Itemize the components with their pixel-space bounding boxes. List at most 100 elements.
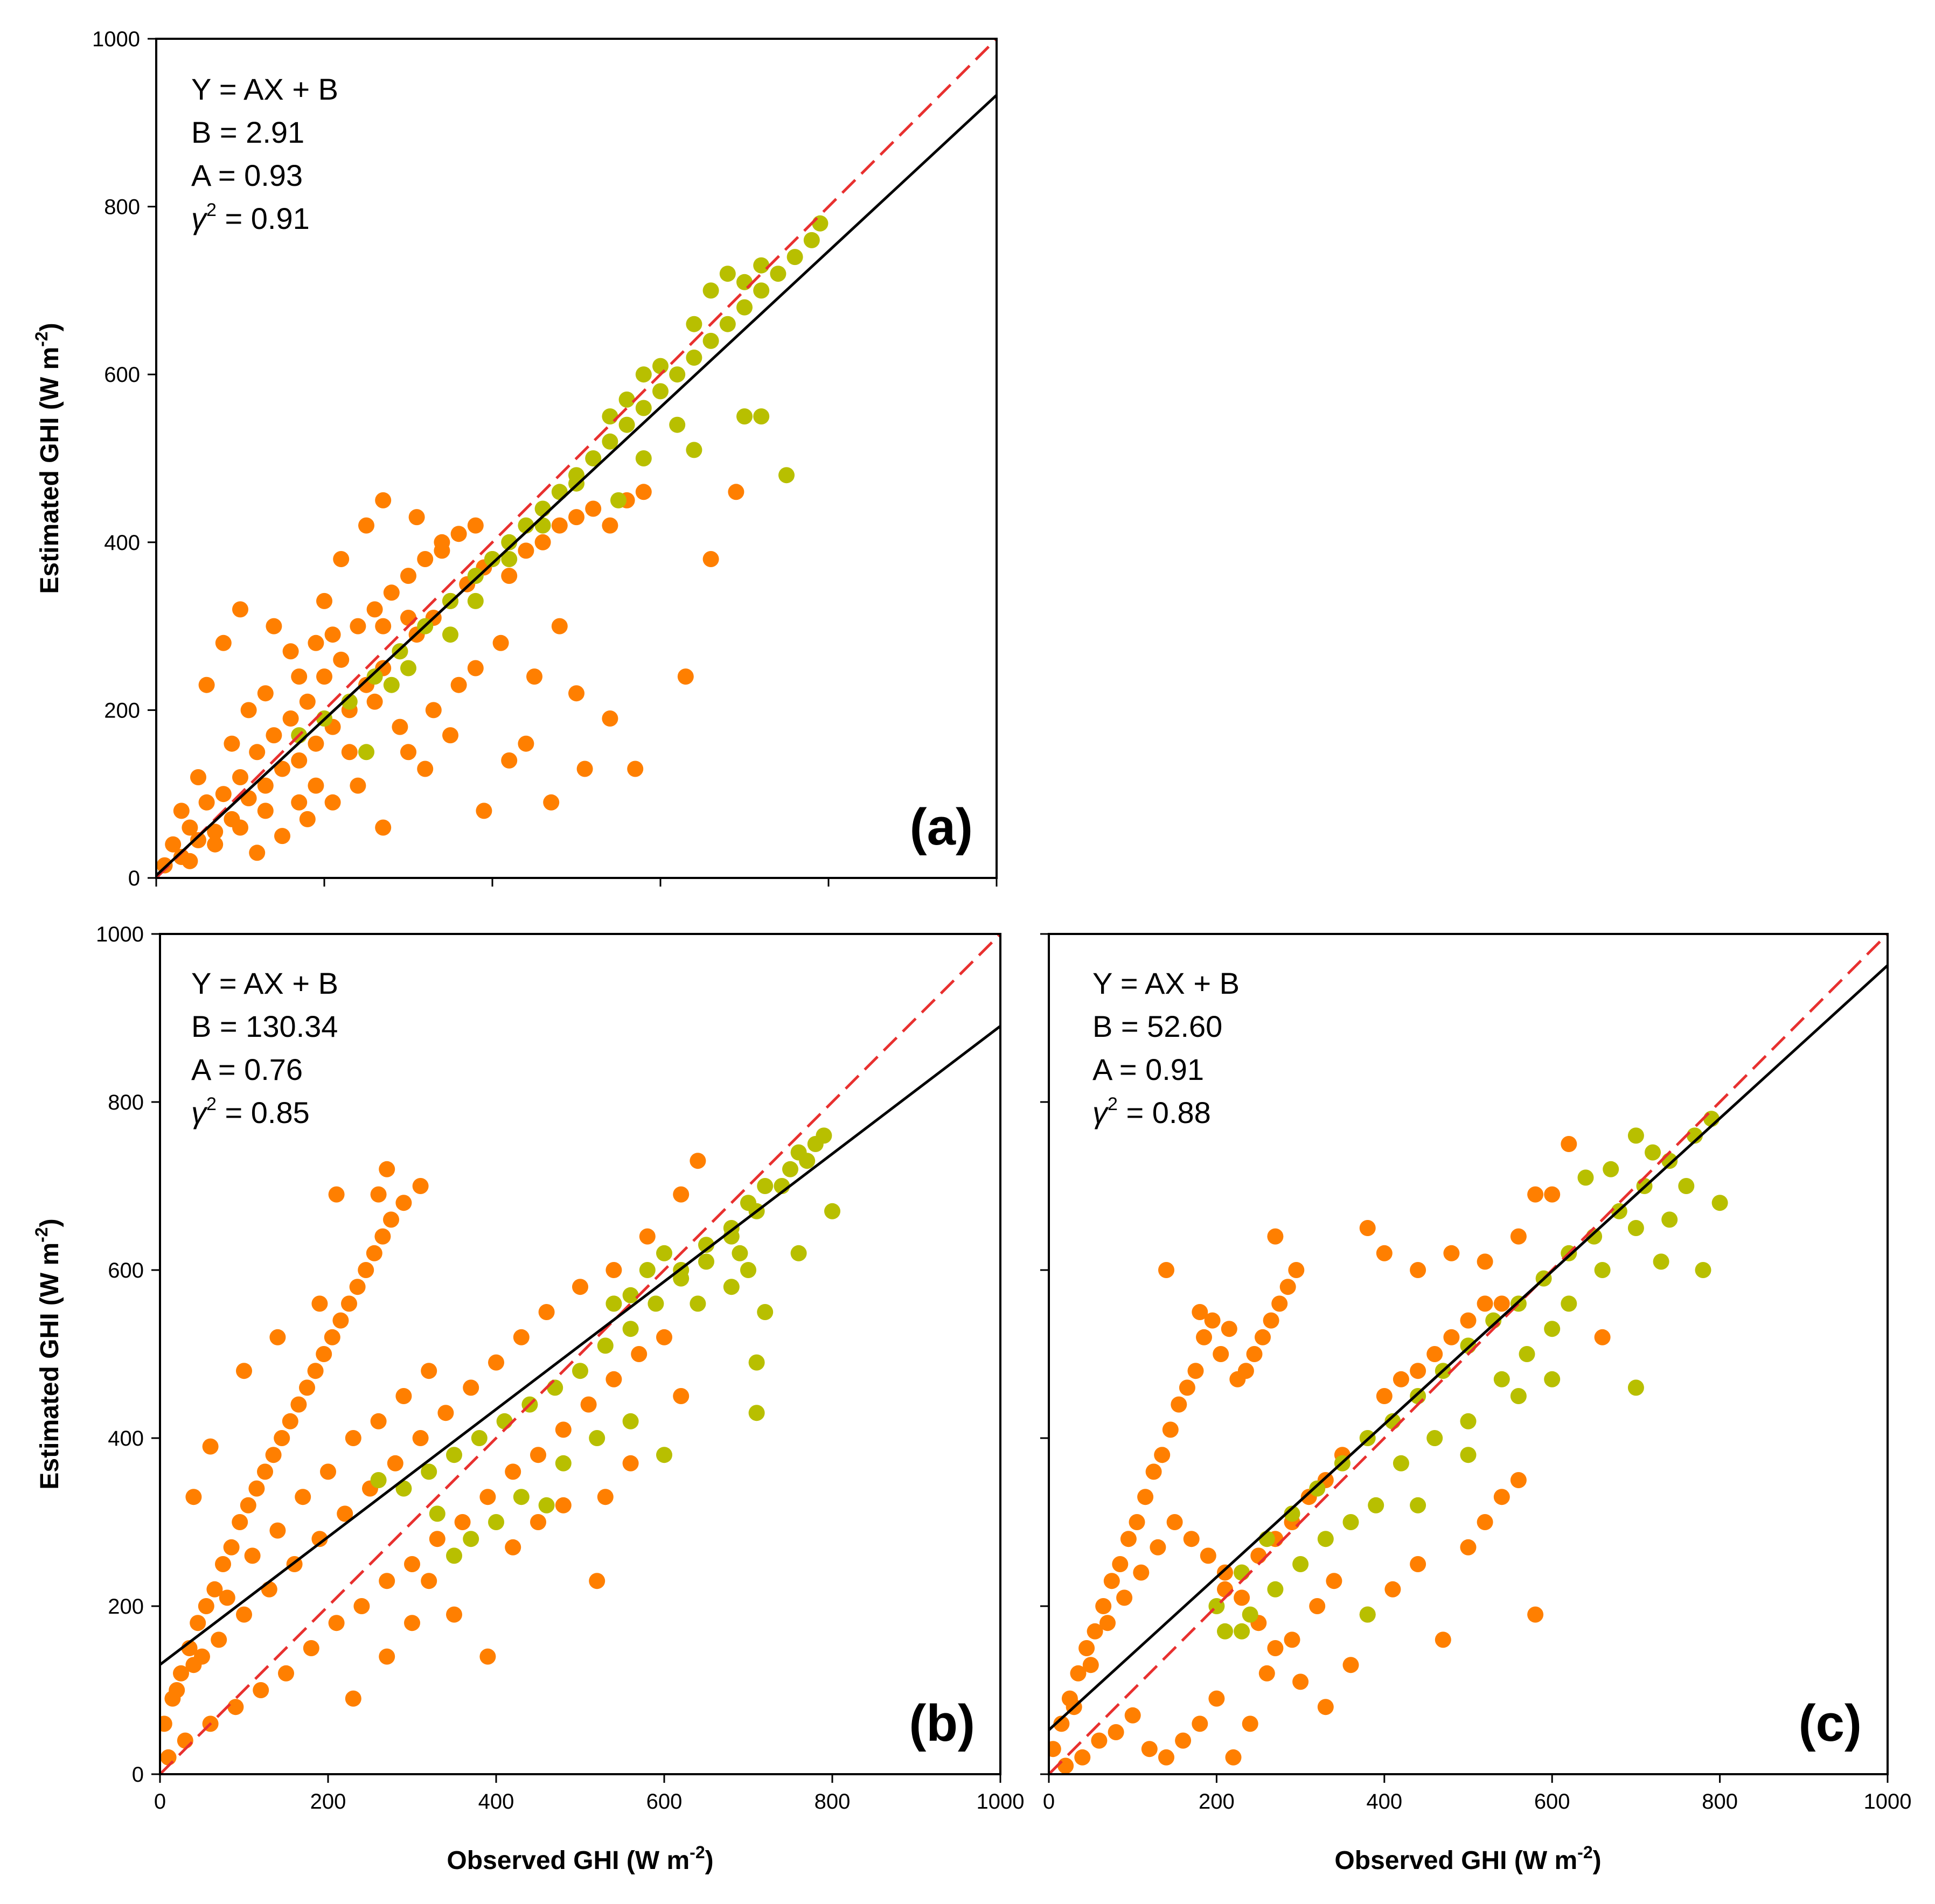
- data-point-clear: [602, 433, 618, 450]
- data-point-cloudy: [333, 651, 350, 668]
- data-point-cloudy: [198, 676, 215, 693]
- plot-frame-a: [155, 38, 998, 879]
- data-point-cloudy: [1510, 1228, 1527, 1245]
- data-point-cloudy: [249, 845, 266, 861]
- data-point-clear: [1234, 1623, 1250, 1640]
- data-point-cloudy: [1527, 1186, 1544, 1203]
- stat-r-squared: γ2 = 0.88: [1092, 1094, 1211, 1129]
- data-point-clear: [610, 492, 627, 508]
- data-point-cloudy: [1150, 1539, 1166, 1556]
- data-point-cloudy: [479, 1489, 496, 1505]
- data-point-cloudy: [1359, 1220, 1376, 1236]
- data-point-cloudy: [677, 668, 694, 685]
- r2-value: = 0.85: [217, 1096, 310, 1129]
- data-point-cloudy: [1342, 1657, 1359, 1673]
- data-point-cloudy: [379, 1161, 395, 1177]
- data-point-cloudy: [1477, 1253, 1493, 1270]
- regression-line: [156, 94, 997, 877]
- data-point-cloudy: [190, 832, 206, 848]
- data-point-cloudy: [635, 484, 652, 500]
- data-point-clear: [786, 249, 803, 266]
- data-point-cloudy: [602, 517, 618, 534]
- axis-ticks-c: 0 200 400 600 800 1000: [1040, 933, 1911, 1814]
- r2-symbol: γ: [191, 201, 208, 235]
- data-point-cloudy: [177, 1732, 193, 1749]
- data-point-cloudy: [513, 1329, 530, 1345]
- data-point-cloudy: [421, 1573, 437, 1589]
- data-point-cloudy: [278, 1665, 294, 1682]
- data-point-clear: [778, 467, 795, 484]
- data-point-cloudy: [622, 1455, 639, 1471]
- r2-superscript: 2: [206, 200, 217, 220]
- x-axis-title-c: Observed GHI (W m-2): [1334, 1843, 1601, 1875]
- data-point-cloudy: [589, 1573, 605, 1589]
- stat-slope: A = 0.93: [191, 158, 303, 192]
- x-tick-label: 1000: [977, 1790, 1025, 1814]
- data-point-cloudy: [215, 786, 232, 803]
- data-point-cloudy: [1145, 1463, 1162, 1480]
- data-point-cloudy: [1166, 1514, 1183, 1530]
- data-point-cloudy: [299, 693, 316, 710]
- data-point-cloudy: [1279, 1279, 1296, 1295]
- data-point-cloudy: [375, 492, 392, 508]
- data-point-clear: [1544, 1371, 1561, 1387]
- regression-stats-c: Y = AX + B B = 52.60 A = 0.91 γ2 = 0.88: [1092, 966, 1240, 1129]
- data-point-cloudy: [404, 1556, 420, 1572]
- data-point-clear: [597, 1337, 614, 1354]
- data-point-cloudy: [543, 794, 560, 811]
- data-point-cloudy: [269, 1329, 286, 1345]
- regression-line: [160, 1025, 1000, 1666]
- x-tick-label: 400: [1366, 1790, 1402, 1814]
- panel-a: 0 200 400 600 800 1000 Y = AX + B B = 2.91 A …: [32, 27, 998, 890]
- data-point-cloudy: [207, 836, 224, 853]
- data-point-cloudy: [350, 777, 366, 794]
- stat-intercept: B = 130.34: [191, 1009, 338, 1043]
- data-point-cloudy: [1124, 1707, 1141, 1724]
- data-point-cloudy: [1108, 1724, 1124, 1740]
- data-point-cloudy: [1250, 1547, 1267, 1564]
- r2-symbol: γ: [191, 1096, 208, 1129]
- data-point-cloudy: [1493, 1295, 1510, 1312]
- data-point-clear: [719, 266, 736, 282]
- data-point-cloudy: [316, 668, 332, 685]
- data-point-cloudy: [476, 803, 492, 819]
- data-point-cloudy: [383, 1211, 399, 1228]
- data-point-cloudy: [211, 1631, 227, 1648]
- data-point-clear: [736, 408, 753, 425]
- data-point-cloudy: [412, 1178, 429, 1194]
- data-point-cloudy: [332, 1312, 349, 1329]
- data-point-cloudy: [417, 551, 434, 567]
- x-tick-label: 0: [154, 1790, 166, 1814]
- data-point-cloudy: [1154, 1447, 1171, 1463]
- data-point-cloudy: [1112, 1556, 1129, 1572]
- data-point-cloudy: [454, 1514, 471, 1530]
- data-point-clear: [669, 416, 686, 433]
- data-point-cloudy: [248, 1480, 265, 1497]
- data-point-cloudy: [240, 702, 257, 719]
- data-point-clear: [400, 660, 416, 676]
- data-point-cloudy: [290, 1396, 307, 1413]
- data-point-cloudy: [253, 1682, 269, 1698]
- data-point-cloudy: [656, 1329, 672, 1345]
- data-point-cloudy: [412, 1430, 429, 1446]
- data-point-cloudy: [311, 1531, 328, 1547]
- data-point-clear: [358, 744, 374, 761]
- data-point-cloudy: [1187, 1363, 1204, 1379]
- data-point-clear: [1267, 1581, 1284, 1598]
- data-point-cloudy: [1237, 1363, 1254, 1379]
- data-point-clear: [782, 1161, 798, 1177]
- data-point-cloudy: [274, 761, 290, 777]
- data-point-cloudy: [324, 794, 341, 811]
- data-point-cloudy: [518, 542, 534, 559]
- data-point-cloudy: [1103, 1573, 1120, 1589]
- data-point-cloudy: [207, 824, 224, 840]
- data-point-cloudy: [383, 584, 400, 601]
- data-point-cloudy: [182, 819, 198, 836]
- data-point-clear: [748, 1354, 765, 1371]
- data-point-clear: [1594, 1262, 1611, 1278]
- data-point-cloudy: [450, 676, 467, 693]
- data-point-cloudy: [673, 1186, 690, 1203]
- data-point-clear: [534, 500, 551, 517]
- stat-r-squared: γ2 = 0.91: [191, 200, 310, 235]
